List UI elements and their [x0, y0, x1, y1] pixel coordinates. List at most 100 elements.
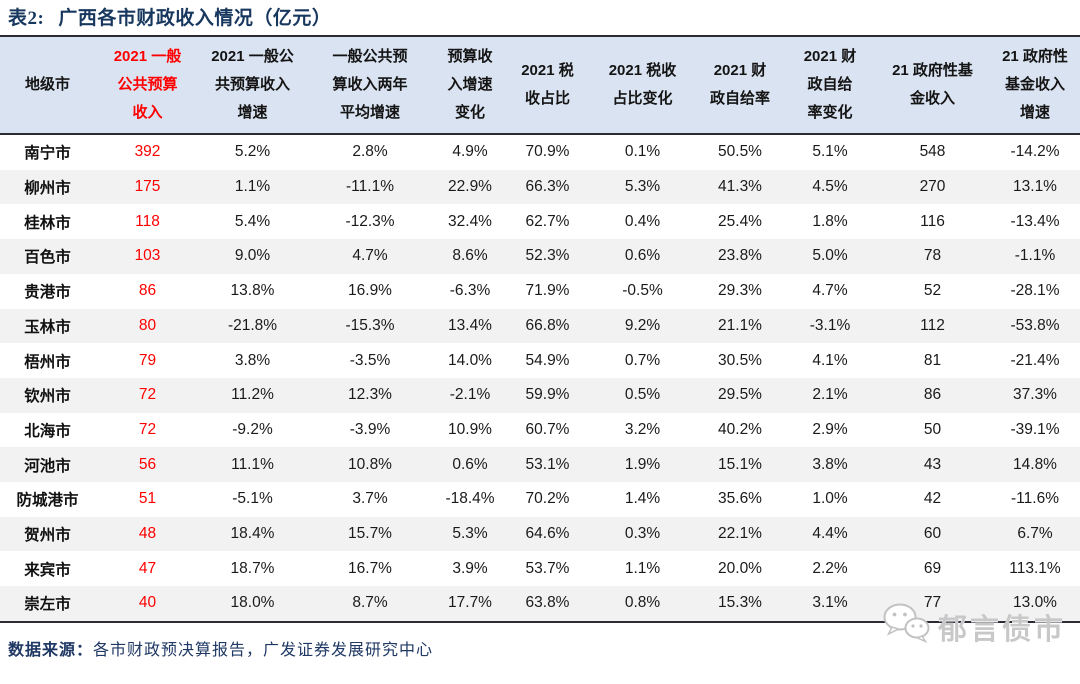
value-cell: 62.7% — [525, 212, 570, 230]
value-cell: 4.5% — [812, 178, 848, 196]
col-header-tax-ratio: 2021 税 收占比 — [521, 62, 574, 107]
value-cell: 4.7% — [812, 282, 848, 300]
value-cell: 53.1% — [525, 455, 570, 473]
value-cell: 3.8% — [234, 351, 271, 369]
city-cell: 柳州市 — [24, 180, 71, 198]
value-cell: 11.1% — [231, 455, 274, 473]
value-cell: 23.8% — [718, 247, 762, 265]
data-source-label: 数据来源： — [8, 641, 94, 659]
value-cell: -15.3% — [345, 316, 395, 334]
city-cell: 玉林市 — [24, 318, 71, 336]
value-cell: 59.9% — [525, 386, 570, 404]
value-cell: -5.1% — [232, 490, 273, 508]
value-cell: 5.3% — [624, 178, 661, 196]
value-cell: 10.8% — [348, 455, 392, 473]
value-cell: 51 — [138, 490, 157, 508]
value-cell: 21.1% — [718, 316, 762, 334]
value-cell: 1.1% — [624, 559, 661, 577]
value-cell: 72 — [138, 386, 157, 404]
value-cell: 22.1% — [718, 525, 762, 543]
value-cell: 5.3% — [452, 525, 488, 543]
value-cell: 80 — [138, 316, 157, 334]
table-row: 南宁市 392 5.2% 2.8% 4.9% 70.9% 0.1% 50.5% 5.1% 548 -… — [0, 135, 1080, 170]
value-cell: -13.4% — [1010, 212, 1060, 230]
value-cell: 20.0% — [718, 559, 762, 577]
value-cell: -0.5% — [622, 282, 663, 300]
value-cell: 5.4% — [234, 212, 271, 230]
table-row: 河池市 56 11.1% 10.8% 0.6% 53.1% 1.9% 15.1% 3.8% 43 1… — [0, 447, 1080, 483]
col-header-2021-budget-revenue: 2021 一般 公共预算 收入 — [113, 48, 182, 121]
value-cell: 113.1% — [1009, 559, 1061, 577]
value-cell: 22.9% — [448, 178, 492, 196]
city-cell: 北海市 — [24, 422, 71, 440]
value-cell: -12.3% — [345, 212, 395, 230]
value-cell: 112 — [920, 316, 945, 334]
value-cell: 66.3% — [525, 178, 570, 196]
value-cell: 0.6% — [624, 247, 661, 265]
city-cell: 防城港市 — [16, 492, 79, 510]
col-header-govt-fund-revenue: 21 政府性基 金收入 — [892, 62, 973, 107]
value-cell: 70.2% — [525, 490, 570, 508]
value-cell: 71.9% — [525, 282, 570, 300]
value-cell: 15.1% — [718, 455, 762, 473]
value-cell: -28.1% — [1010, 282, 1060, 300]
value-cell: 40.2% — [718, 420, 762, 438]
table-row: 柳州市 175 1.1% -11.1% 22.9% 66.3% 5.3% 41.3% 4.5% 2… — [0, 169, 1080, 205]
value-cell: 30.5% — [718, 351, 762, 369]
value-cell: 47 — [138, 559, 157, 577]
value-cell: 116 — [920, 212, 945, 230]
value-cell: 35.6% — [718, 490, 762, 508]
value-cell: 69 — [923, 559, 942, 577]
table-header-row: 地级市 2021 一般 公共预算 收入 2021 一般公 共预算收入 增速 一般… — [0, 35, 1080, 135]
value-cell: -21.8% — [227, 316, 278, 334]
value-cell: 81 — [923, 351, 942, 369]
value-cell: 41.3% — [718, 178, 762, 196]
city-cell: 崇左市 — [24, 596, 71, 614]
value-cell: 0.8% — [624, 594, 661, 612]
value-cell: 10.9% — [448, 420, 492, 438]
city-cell: 贵港市 — [24, 284, 71, 302]
value-cell: 12.3% — [348, 386, 392, 404]
value-cell: 40 — [138, 594, 157, 612]
table-row: 钦州市 72 11.2% 12.3% -2.1% 59.9% 0.5% 29.5% 2.1% 86… — [0, 377, 1080, 413]
value-cell: 13.1% — [1013, 178, 1057, 196]
value-cell: 18.4% — [230, 525, 275, 543]
value-cell: 11.2% — [231, 386, 274, 404]
table-title-prefix: 表2: — [8, 8, 45, 29]
value-cell: 0.5% — [624, 386, 661, 404]
col-header-two-year-avg-growth: 一般公共预 算收入两年 平均增速 — [332, 48, 408, 121]
value-cell: 13.8% — [230, 282, 275, 300]
value-cell: 0.3% — [624, 525, 661, 543]
value-cell: 60 — [923, 525, 942, 543]
value-cell: 0.1% — [624, 143, 661, 161]
value-cell: 4.4% — [812, 525, 848, 543]
value-cell: 32.4% — [448, 212, 492, 230]
value-cell: 0.7% — [624, 351, 661, 369]
value-cell: 1.0% — [812, 490, 848, 508]
value-cell: 43 — [923, 455, 942, 473]
value-cell: 86 — [138, 282, 157, 300]
value-cell: 15.7% — [348, 525, 392, 543]
table-row: 百色市 103 9.0% 4.7% 8.6% 52.3% 0.6% 23.8% 5.0% 78 -1… — [0, 239, 1080, 274]
wechat-icon — [881, 601, 933, 652]
value-cell: 8.6% — [452, 247, 488, 265]
table-row: 贵港市 86 13.8% 16.9% -6.3% 71.9% -0.5% 29.3% 4.7% 5… — [0, 273, 1080, 309]
data-source-note: 数据来源：各市财政预决算报告，广发证券发展研究中心 — [0, 623, 1080, 660]
value-cell: 1.8% — [812, 212, 848, 230]
value-cell: 13.0% — [1013, 594, 1057, 612]
value-cell: 77 — [923, 594, 942, 612]
value-cell: 29.3% — [718, 282, 762, 300]
value-cell: 16.7% — [348, 559, 392, 577]
value-cell: 3.8% — [812, 455, 848, 473]
value-cell: -6.3% — [449, 282, 491, 300]
value-cell: 2.1% — [812, 386, 848, 404]
value-cell: 9.2% — [624, 316, 661, 334]
value-cell: -1.1% — [1014, 247, 1056, 265]
value-cell: 64.6% — [525, 525, 570, 543]
value-cell: -21.4% — [1010, 351, 1060, 369]
city-cell: 百色市 — [24, 249, 71, 267]
value-cell: 52 — [923, 282, 942, 300]
value-cell: 79 — [138, 351, 157, 369]
brand-watermark: 郁言债市 — [881, 601, 1066, 652]
value-cell: 50 — [923, 420, 942, 438]
